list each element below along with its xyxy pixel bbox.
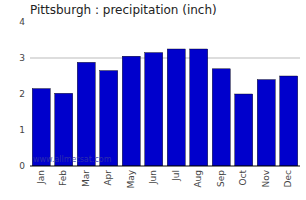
x-tick-label: May [126,169,136,188]
x-tick-label: Apr [103,170,113,186]
x-tick-label: Aug [193,170,203,188]
watermark: www.allmetsat.com [33,155,112,164]
x-tick-label: Jul [171,170,181,182]
x-tick-label: Jan [36,170,46,185]
y-tick-label: 4 [19,17,25,27]
chart-title: Pittsburgh : precipitation (inch) [30,3,217,17]
bar [77,62,95,166]
x-axis-line [30,166,300,167]
bar [145,53,163,166]
x-tick-label: Nov [261,169,271,187]
x-tick-label: Jun [148,170,158,185]
chart-svg: Pittsburgh : precipitation (inch) 0 1 2 3 4 Ja… [0,0,306,200]
chart-container: Pittsburgh : precipitation (inch) 0 1 2 3 4 Ja… [0,0,306,200]
y-tick-label: 2 [19,89,25,99]
bar [167,49,185,166]
x-axis: Jan Feb Mar Apr May Jun Jul Aug Sep Oct Nov Dec [36,169,294,188]
y-tick-label: 1 [19,125,25,135]
x-tick-label: Oct [238,170,248,186]
x-tick-label: Mar [81,170,91,187]
plot-area [30,49,300,166]
x-tick-label: Dec [283,170,293,187]
bar [190,49,208,166]
bar [212,69,230,166]
bar [257,80,275,166]
bar [100,71,118,166]
y-tick-label: 3 [19,53,25,63]
y-tick-label: 0 [19,161,25,171]
bar [235,94,253,166]
bar [280,76,298,166]
reference-line [30,58,300,59]
x-tick-label: Sep [216,170,226,187]
bar [122,56,140,166]
y-axis: 0 1 2 3 4 [19,17,25,171]
x-tick-label: Feb [58,170,68,186]
